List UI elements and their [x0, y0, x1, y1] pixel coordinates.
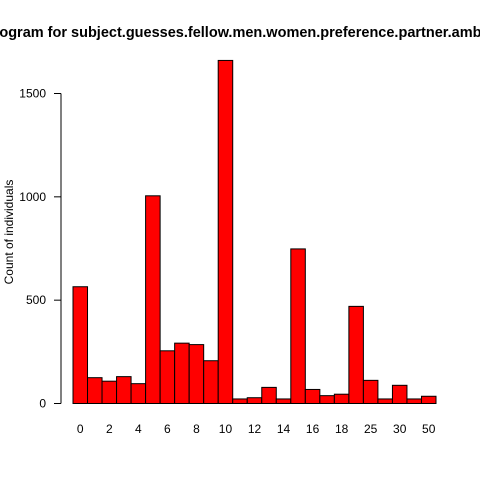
- bar-3: [116, 376, 132, 405]
- x-tick-label: 10: [219, 422, 233, 436]
- x-tick-label: 2: [106, 422, 113, 436]
- y-tick-label: 0: [39, 397, 46, 411]
- y-tick-label: 500: [26, 293, 46, 307]
- bar-18: [333, 393, 350, 405]
- bar-9: [203, 360, 219, 404]
- x-tick-label: 50: [422, 422, 436, 436]
- y-tick-label: 1500: [19, 87, 46, 101]
- bar-14: [275, 398, 292, 405]
- bar-2: [101, 380, 118, 404]
- bar-1: [87, 377, 103, 405]
- chart-title: Histogram for subject.guesses.fellow.men…: [0, 25, 480, 41]
- bar-5: [145, 195, 161, 404]
- bar-20: [348, 305, 364, 404]
- bar-0: [72, 286, 89, 405]
- x-tick-label: 30: [393, 422, 407, 436]
- bar-25: [362, 379, 379, 405]
- bar-10: [217, 59, 234, 405]
- x-tick-label: 18: [335, 422, 349, 436]
- x-tick-label: 16: [306, 422, 320, 436]
- x-tick-label: 4: [135, 422, 142, 436]
- bar-12: [246, 397, 263, 404]
- y-axis: 0 500 1000 1500: [19, 87, 62, 411]
- y-tick-label: 1000: [19, 190, 46, 204]
- x-tick-label: 8: [193, 422, 200, 436]
- bar-6: [159, 350, 176, 404]
- bar-11: [232, 398, 248, 405]
- bar-7: [174, 342, 190, 404]
- bar-13: [261, 386, 277, 405]
- y-axis-label: Count of individuals: [2, 180, 16, 285]
- bar-17: [319, 395, 335, 404]
- bar-16: [304, 388, 321, 405]
- bar-50: [420, 395, 437, 404]
- x-tick-label: 0: [77, 422, 84, 436]
- x-tick-label: 12: [248, 422, 262, 436]
- bar-30: [391, 384, 408, 404]
- bar-15: [290, 248, 306, 404]
- x-tick-label: 14: [277, 422, 291, 436]
- bars-group: [72, 59, 437, 405]
- x-tick-label: 25: [364, 422, 378, 436]
- x-tick-label: 6: [164, 422, 171, 436]
- bar-27: [377, 398, 393, 405]
- bar-4: [130, 383, 147, 405]
- bar-35: [406, 398, 422, 405]
- x-axis-tick-labels: 0 2 4 6 8 10 12 14 16 18 25 30 50: [77, 422, 436, 436]
- bar-8: [188, 344, 205, 405]
